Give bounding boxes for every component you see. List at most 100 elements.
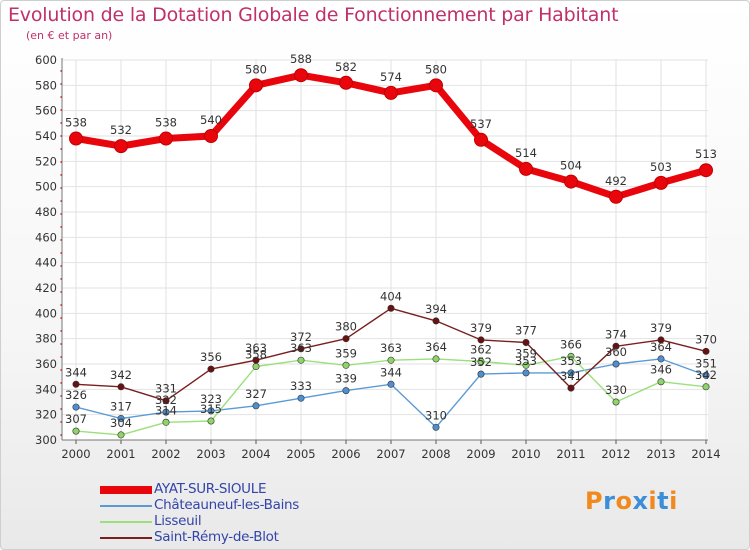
data-point [432,423,440,431]
x-tick-label: 2006 [331,447,360,461]
y-tick-label: 580 [35,78,57,92]
chart-title: Evolution de la Dotation Globale de Fonc… [8,4,619,26]
data-label: 377 [515,323,537,337]
data-point [699,163,713,178]
x-tick-label: 2008 [421,447,450,461]
data-point [297,394,305,402]
data-label: 331 [155,382,177,396]
legend-swatch [100,486,152,494]
data-point [72,380,80,388]
data-point [294,68,308,83]
y-tick-label: 360 [35,357,57,371]
data-point [69,131,83,146]
x-tick-label: 2012 [601,447,630,461]
data-point [117,414,125,422]
x-tick-label: 2014 [691,447,720,461]
data-label: 307 [65,412,87,426]
data-label: 359 [515,346,537,360]
y-tick-label: 320 [35,408,57,422]
data-label: 380 [335,320,357,334]
data-point [204,129,218,143]
data-point [162,408,170,416]
y-tick-label: 400 [35,306,57,320]
data-label: 344 [65,365,87,379]
y-tick-label: 500 [35,180,57,194]
chart-subtitle: (en € et par an) [26,29,113,42]
y-tick-label: 300 [35,433,57,447]
x-tick-label: 2009 [466,447,495,461]
logo-letter: i [669,487,678,515]
data-label: 353 [515,354,537,368]
data-label: 322 [155,393,177,407]
data-label: 379 [650,321,672,335]
data-label: 351 [695,356,717,370]
data-label: 582 [335,60,357,74]
data-point [702,383,710,391]
data-point [384,85,398,100]
data-label: 394 [425,302,447,316]
data-point [522,369,530,377]
data-label: 504 [560,159,582,173]
data-point [252,356,260,364]
data-point [702,371,710,379]
data-label: 363 [290,341,312,355]
data-point [654,175,668,190]
x-tick-label: 2002 [151,447,180,461]
data-label: 342 [695,368,717,382]
data-label: 360 [605,345,627,359]
data-point [702,347,710,355]
data-label: 364 [650,340,672,354]
legend-swatch [100,537,152,539]
data-point [342,361,350,369]
legend-swatch [100,505,152,507]
x-tick-label: 2010 [511,447,540,461]
data-label: 364 [425,340,447,354]
data-label: 503 [650,160,672,174]
data-point [207,365,215,373]
data-point [207,417,215,425]
data-label: 304 [110,416,132,430]
data-point [429,78,443,93]
data-point [567,384,575,392]
y-tick-label: 520 [35,154,57,168]
data-point [342,387,350,395]
data-point [339,75,353,90]
y-tick-label: 460 [35,230,57,244]
legend-label: Saint-Rémy-de-Blot [154,529,279,545]
data-point [207,407,215,415]
y-tick-label: 480 [35,205,57,219]
legend-label: Lisseuil [154,513,202,529]
x-tick-label: 2001 [106,447,135,461]
data-label: 326 [65,388,87,402]
x-tick-label: 2004 [241,447,270,461]
data-point [522,361,530,369]
data-label: 588 [290,52,312,66]
data-label: 538 [155,116,177,130]
data-label: 513 [695,147,717,161]
x-tick-label: 2000 [61,447,90,461]
data-label: 314 [155,403,177,417]
x-tick-label: 2013 [646,447,675,461]
data-point [72,403,80,411]
data-label: 492 [605,174,627,188]
data-point [477,336,485,344]
logo-letter: t [657,487,670,515]
x-tick-label: 2011 [556,447,585,461]
data-label: 379 [470,321,492,335]
data-point [432,317,440,325]
data-label: 323 [200,392,222,406]
data-label: 537 [470,117,492,131]
data-point [564,174,578,189]
data-label: 333 [290,379,312,393]
data-point [567,369,575,377]
data-label: 404 [380,289,402,303]
data-point [297,345,305,353]
y-tick-label: 560 [35,104,57,118]
y-tick-label: 420 [35,281,57,295]
data-point [567,352,575,360]
data-label: 317 [110,399,132,413]
data-point [474,132,488,147]
data-point [159,131,173,146]
data-point [657,336,665,344]
